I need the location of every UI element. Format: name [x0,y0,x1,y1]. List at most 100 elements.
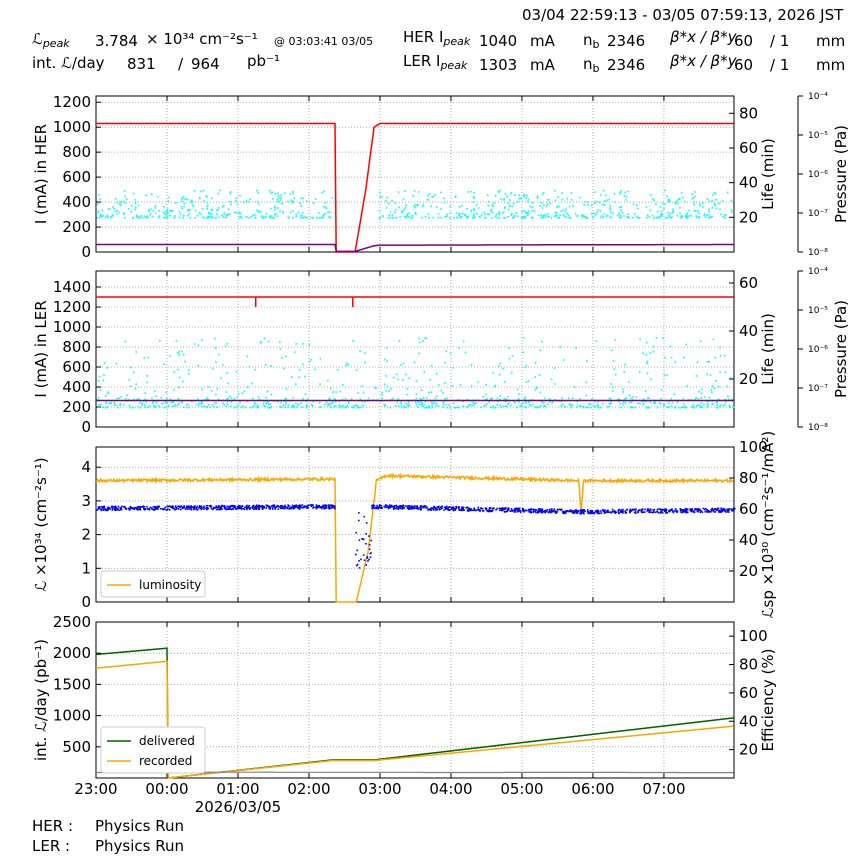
specific-lumi-point [544,511,547,514]
specific-lumi-point [710,508,713,511]
lifetime-point [132,192,135,195]
lifetime-point [299,202,301,205]
lifetime-point [534,361,537,364]
lifetime-point [163,205,165,208]
lifetime-point [123,190,126,192]
lifetime-point [680,406,682,409]
specific-lumi-point [169,505,171,508]
lifetime-point [201,402,203,405]
specific-lumi-point [431,507,433,509]
specific-lumi-point [513,508,516,510]
lifetime-point [732,400,734,403]
specific-lumi-point [141,505,143,508]
lifetime-point [583,203,585,206]
lifetime-point [407,401,410,403]
specific-lumi-point [422,506,425,509]
lifetime-point [258,210,260,212]
ytick-label: 1200 [53,93,91,111]
specific-lumi-point [653,511,655,513]
lifetime-point [227,208,230,211]
lifetime-point [188,212,191,215]
specific-lumi-point [600,512,603,514]
specific-lumi-point [320,506,323,508]
lifetime-point [724,398,727,401]
lifetime-point [683,201,686,203]
lifetime-point [359,398,362,400]
lifetime-point [486,194,489,196]
lifetime-point [524,366,526,369]
lifetime-point [659,217,661,219]
lifetime-point [383,358,386,361]
lifetime-point [263,337,266,340]
specific-lumi-point [438,508,441,511]
lifetime-point [111,215,114,217]
specific-lumi-point [565,509,568,512]
lifetime-point [279,199,282,201]
specific-lumi-point [312,507,314,509]
lifetime-point [502,367,505,370]
lifetime-point [561,397,563,399]
specific-lumi-point [139,507,141,509]
specific-lumi-point [415,507,418,509]
lifetime-point [197,344,200,347]
specific-lumi-point [496,507,498,510]
specific-lumi-point [721,510,724,512]
lifetime-point [341,398,344,401]
lifetime-point [568,205,571,208]
specific-lumi-point [661,508,664,511]
lifetime-point [389,406,392,409]
lifetime-point [590,204,593,207]
specific-lumi-point [153,509,155,511]
lifetime-point [256,406,258,408]
lifetime-point [660,402,662,405]
lifetime-point [477,381,480,383]
lifetime-point [297,212,300,214]
lifetime-point [260,216,263,218]
specific-lumi-point [575,509,577,511]
lifetime-point [174,215,176,217]
lifetime-point [553,367,556,370]
beta-her-label: β*x / β*y [670,28,737,46]
specific-lumi-point [200,506,202,509]
specific-lumi-point [171,507,174,510]
specific-lumi-point [716,508,718,510]
specific-lumi-point [480,507,482,510]
lifetime-point [421,216,423,219]
lifetime-point [602,216,605,219]
lifetime-point [529,405,532,407]
specific-lumi-point [365,522,368,524]
specific-lumi-point [641,509,643,512]
lifetime-point [406,387,409,390]
lifetime-point [597,406,600,409]
specific-lumi-point [373,505,376,507]
lifetime-point [660,389,663,391]
specific-lumi-point [320,507,323,510]
lifetime-point [483,405,486,407]
lifetime-point [324,206,327,209]
lifetime-point [728,404,731,407]
lifetime-point [424,337,427,339]
lifetime-point [579,398,581,400]
specific-lumi-point [321,505,324,508]
lifetime-point [723,354,726,357]
lifetime-point [563,406,566,408]
specific-lumi-point [402,504,405,507]
lifetime-point [522,216,524,218]
lifetime-point [701,406,704,409]
lifetime-point [713,203,716,205]
specific-lumi-point [703,508,706,511]
specific-lumi-point [407,505,410,507]
lifetime-point [287,200,289,203]
specific-lumi-point [120,507,123,509]
lifetime-point [248,201,251,203]
lifetime-point [668,198,670,201]
specific-lumi-point [257,507,259,509]
lifetime-point [488,213,490,215]
lifetime-point [278,196,281,199]
lifetime-point [556,214,558,216]
lifetime-point [402,379,404,381]
lifetime-point [649,194,652,196]
specific-lumi-point [534,508,536,511]
lifetime-point [394,202,396,204]
specific-lumi-point [128,508,131,511]
